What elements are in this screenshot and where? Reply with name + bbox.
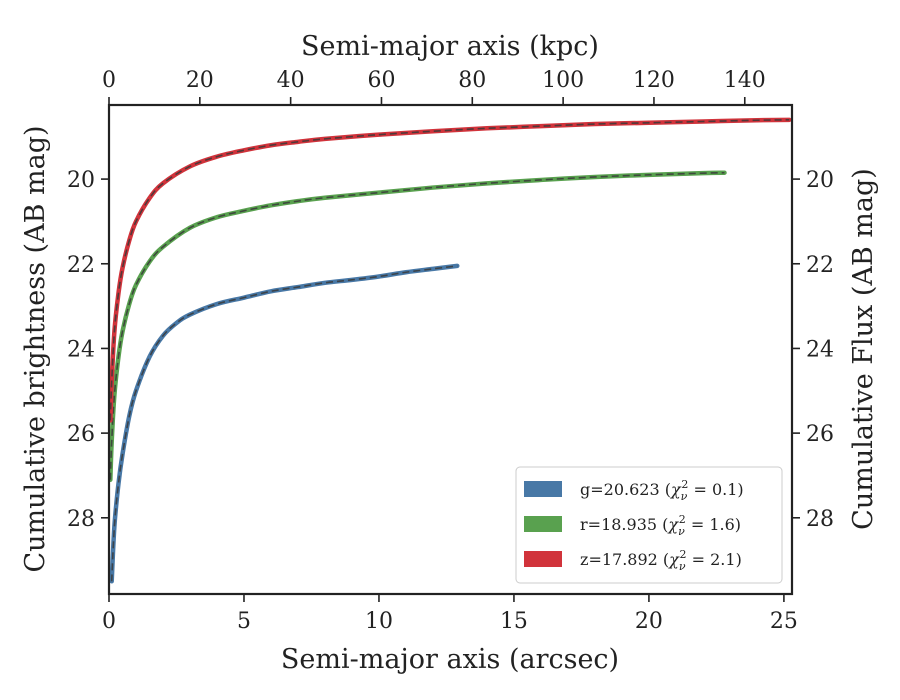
series-line-g [109, 263, 460, 584]
legend-box [515, 466, 783, 584]
x-tick-label: 0 [102, 609, 116, 634]
y2-tick-label: 24 [806, 337, 834, 362]
legend-chi-value: 1.6 [709, 515, 734, 534]
x2-tick-label: 140 [724, 68, 766, 93]
legend-band-value: 17.892 [602, 550, 658, 569]
y-tick-label: 28 [67, 507, 95, 532]
x-tick-label: 25 [770, 609, 798, 634]
ticks-layer: 0 5 10 15 20 25 0 20 40 60 80 100 120 140 20 22 24 26 28 20… [67, 68, 834, 634]
legend-band-name: g [580, 480, 590, 499]
legend-label-z: z=17.892 (χν2 = 2.1) [580, 548, 742, 573]
legend-label-g: g=20.623 (χν2 = 0.1) [580, 478, 744, 503]
legend-band-value: 20.623 [604, 480, 660, 499]
x2-tick-label: 40 [277, 68, 305, 93]
x-tick-label: 10 [365, 609, 393, 634]
x2-tick-label: 100 [542, 68, 584, 93]
y2-tick-label: 28 [806, 507, 834, 532]
x2-tick-label: 0 [102, 68, 116, 93]
legend: g=20.623 (χν2 = 0.1) r=18.935 (χν2 = 1.6)… [515, 466, 783, 584]
y2-tick-label: 20 [806, 168, 834, 193]
x-tick-label: 5 [237, 609, 251, 634]
plot-frame [107, 103, 794, 596]
y2-axis-label: Cumulative Flux (AB mag) [848, 168, 879, 530]
legend-swatch-z [524, 551, 562, 567]
x2-axis-label: Semi-major axis (kpc) [301, 31, 599, 62]
y-axis-label: Cumulative brightness (AB mag) [20, 125, 51, 572]
model-line-g [110, 265, 458, 582]
x-tick-label: 20 [635, 609, 663, 634]
legend-chi-value: 0.1 [712, 480, 737, 499]
series-line-r [108, 170, 727, 482]
legend-swatch-r [524, 516, 562, 532]
x2-tick-label: 120 [633, 68, 675, 93]
y2-tick-label: 26 [806, 422, 834, 447]
y-tick-label: 26 [67, 422, 95, 447]
x2-tick-label: 60 [367, 68, 395, 93]
y-tick-label: 24 [67, 337, 95, 362]
x2-tick-label: 80 [458, 68, 486, 93]
y-tick-label: 22 [67, 253, 95, 278]
series-line-z [108, 117, 792, 423]
legend-chi-value: 2.1 [710, 550, 735, 569]
x-tick-label: 15 [500, 609, 528, 634]
legend-band-value: 18.935 [601, 515, 657, 534]
y-tick-label: 20 [67, 168, 95, 193]
legend-label-r: r=18.935 (χν2 = 1.6) [580, 513, 741, 538]
legend-band-name: r [580, 515, 588, 534]
x2-tick-label: 20 [186, 68, 214, 93]
curves-layer [108, 117, 792, 584]
y2-tick-label: 22 [806, 253, 834, 278]
x-axis-label: Semi-major axis (arcsec) [281, 644, 619, 675]
model-line-r [109, 171, 725, 480]
legend-band-name: z [580, 550, 588, 569]
model-line-z [109, 119, 790, 421]
legend-swatch-g [524, 481, 562, 497]
